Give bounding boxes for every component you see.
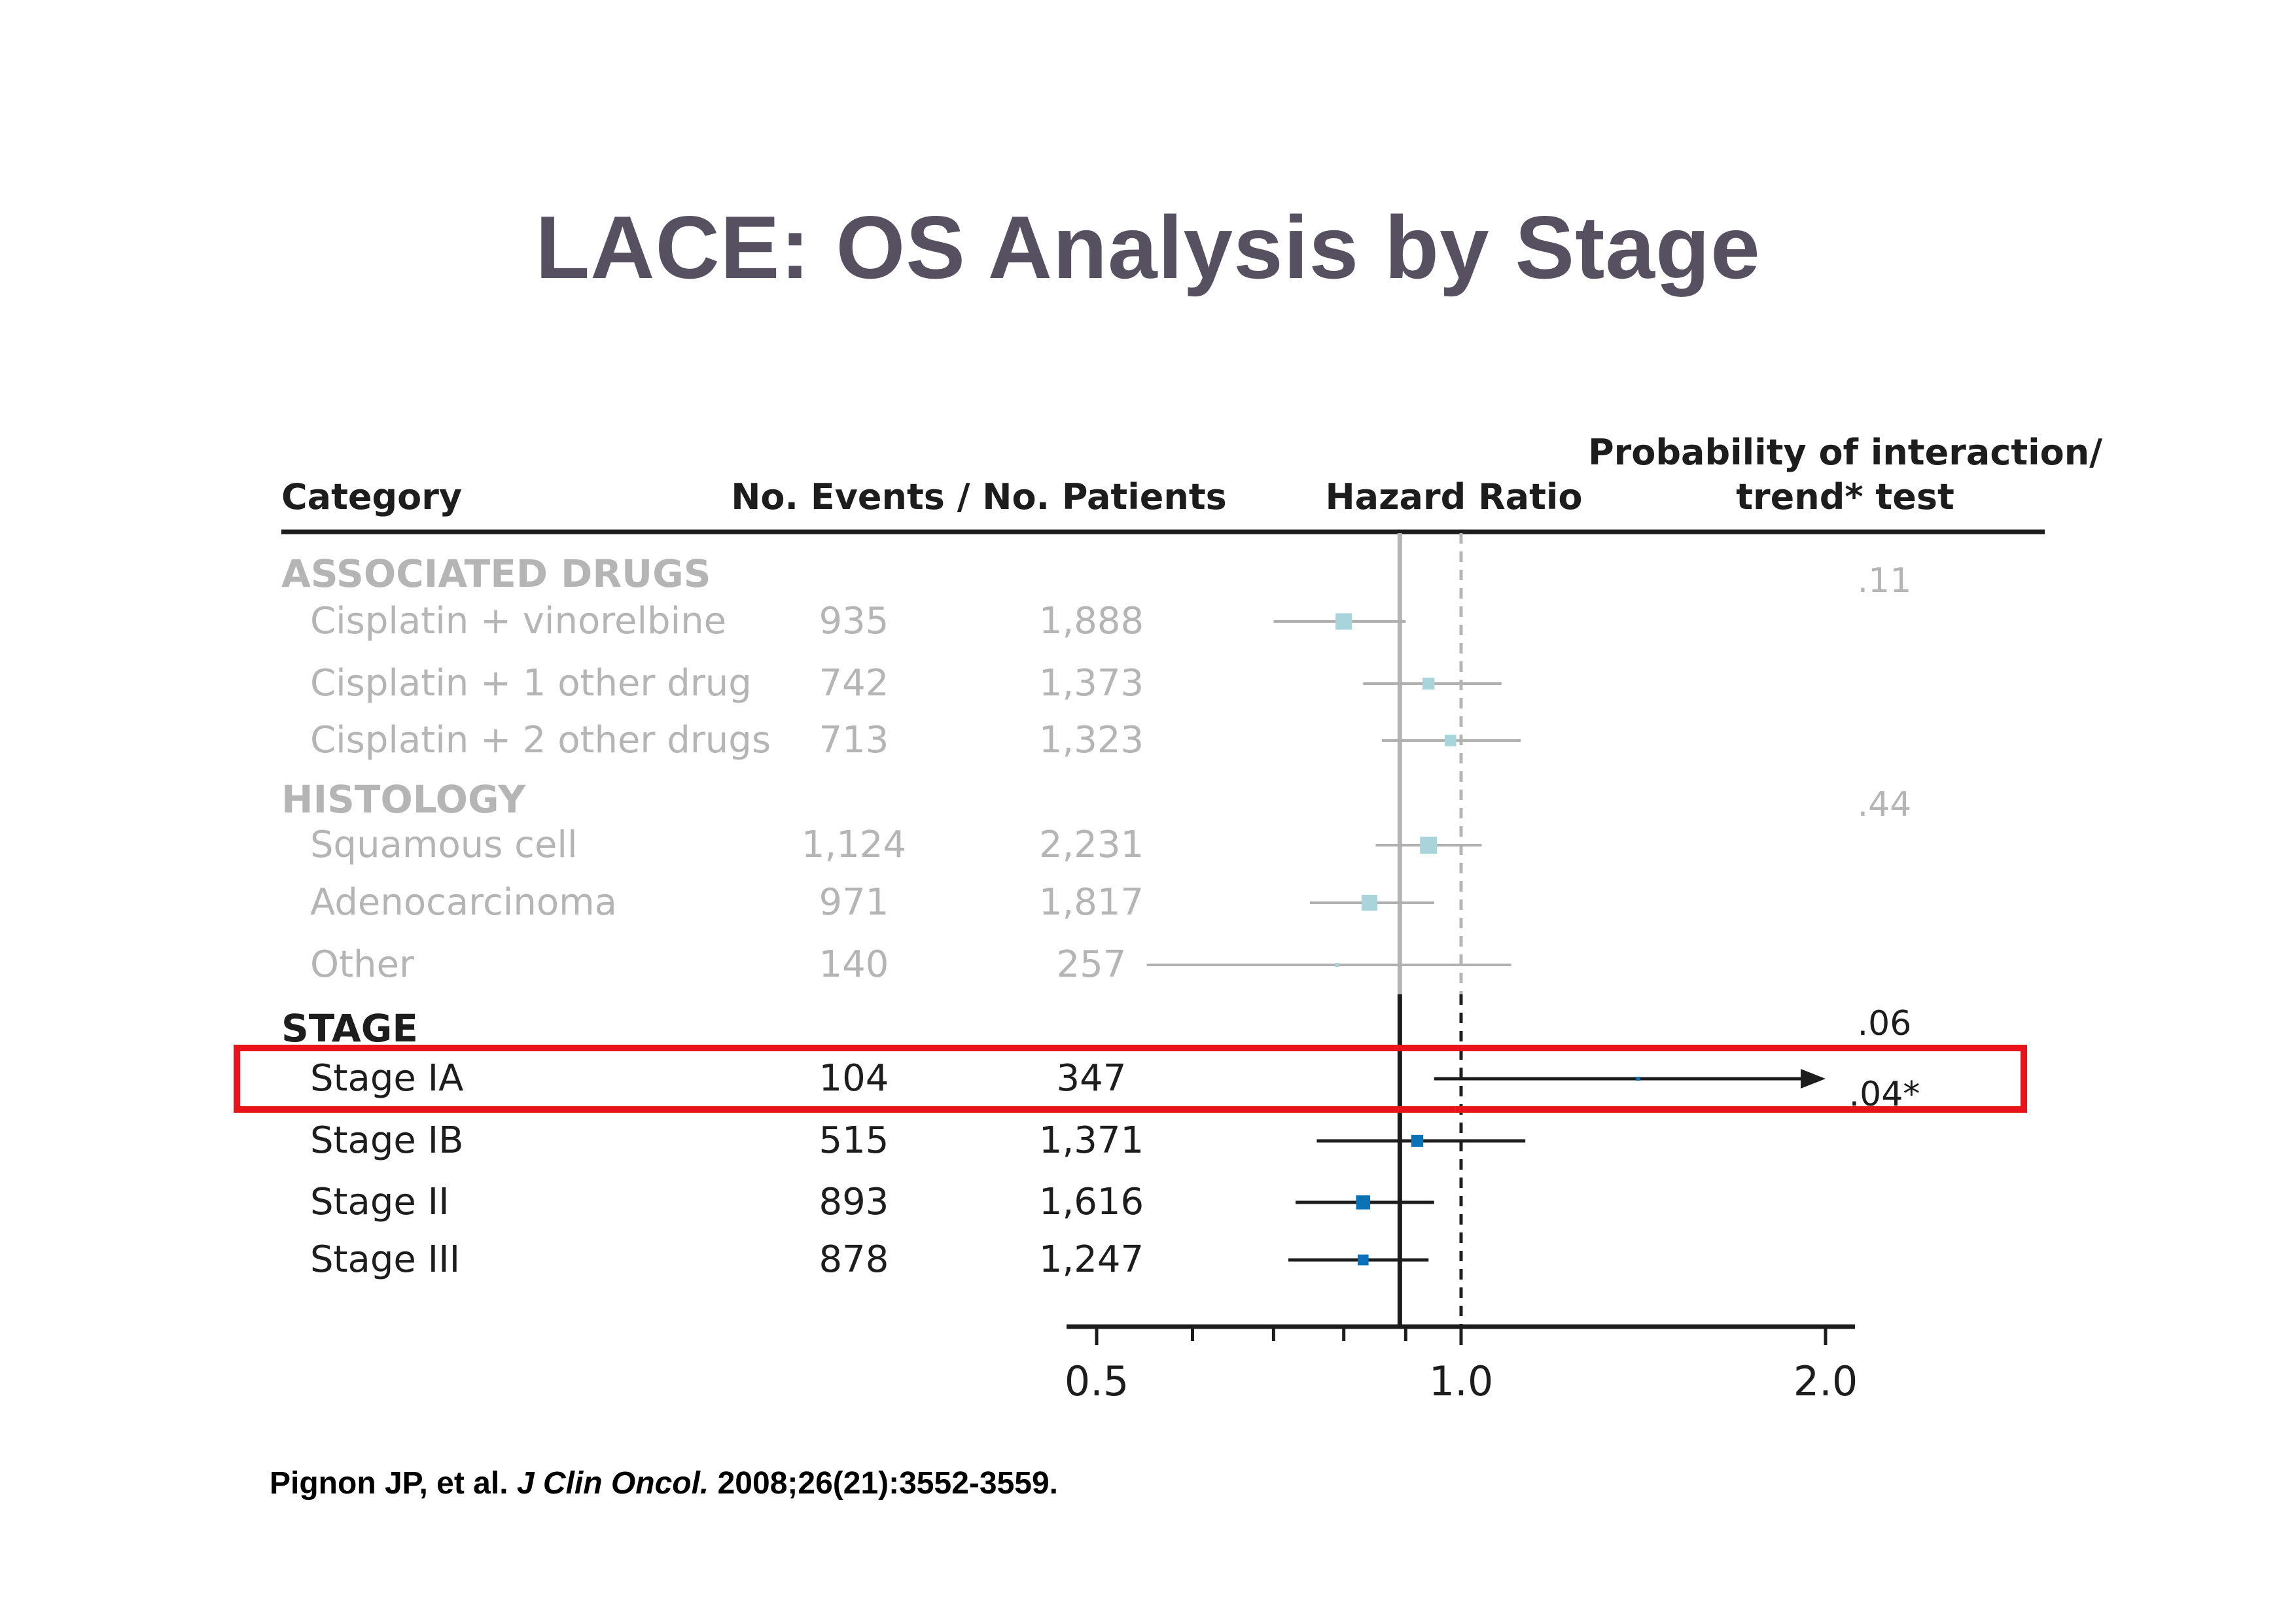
slide-title: LACE: OS Analysis by Stage [535, 198, 1761, 297]
hr-marker-adenocarcinoma [1361, 894, 1378, 911]
row-label-squamous-cell: Squamous cell [310, 824, 578, 866]
group-label-histology: HISTOLOGY [281, 777, 526, 822]
events-cisplatin-1-other-drug: 742 [819, 662, 889, 705]
row-label-stage-ib: Stage IB [310, 1119, 464, 1162]
row-label-adenocarcinoma: Adenocarcinoma [310, 881, 617, 924]
patients-squamous-cell: 2,231 [1039, 824, 1144, 866]
header-probability-line1: Probability of interaction/ [1588, 432, 2102, 473]
hr-marker-squamous-cell [1420, 837, 1438, 854]
patients-other: 257 [1057, 943, 1127, 986]
events-squamous-cell: 1,124 [802, 824, 906, 866]
x-tick-label: 1.0 [1429, 1357, 1494, 1405]
events-adenocarcinoma: 971 [819, 881, 889, 924]
x-tick-label: 0.5 [1065, 1357, 1129, 1405]
row-label-stage-iii: Stage III [310, 1238, 460, 1281]
citation: Pignon JP, et al. J Clin Oncol. 2008;26(… [270, 1465, 1058, 1501]
events-cisplatin-vinorelbine: 935 [819, 600, 889, 642]
patients-stage-ib: 1,371 [1039, 1119, 1144, 1162]
hr-marker-other [1335, 963, 1339, 967]
header-probability-line2: trend* test [1736, 476, 1954, 517]
hr-marker-cisplatin-2-other-drugs [1444, 735, 1457, 746]
events-other: 140 [819, 943, 889, 986]
events-cisplatin-2-other-drugs: 713 [819, 719, 889, 761]
patients-cisplatin-1-other-drug: 1,373 [1039, 662, 1144, 705]
row-label-stage-ii: Stage II [310, 1181, 450, 1223]
header-hazard-ratio: Hazard Ratio [1325, 476, 1582, 517]
events-stage-ia: 104 [819, 1057, 889, 1100]
x-tick-label: 2.0 [1793, 1357, 1858, 1405]
citation-authors: Pignon JP, et al. [270, 1466, 508, 1501]
hr-marker-cisplatin-vinorelbine [1335, 613, 1352, 630]
patients-stage-ii: 1,616 [1039, 1181, 1144, 1223]
row-label-other: Other [310, 943, 415, 986]
p-value-histology: .44 [1858, 785, 1912, 824]
p-value-associated-drugs: .11 [1858, 561, 1912, 601]
p-value-stage: .06 [1858, 1004, 1912, 1043]
patients-adenocarcinoma: 1,817 [1039, 881, 1144, 924]
citation-journal: J Clin Oncol. [516, 1466, 709, 1501]
patients-stage-iii: 1,247 [1039, 1238, 1144, 1281]
row-label-stage-ia: Stage IA [310, 1057, 463, 1100]
group-label-stage: STAGE [281, 1006, 418, 1051]
ci-arrow-stage-ia [1801, 1069, 1826, 1089]
events-stage-iii: 878 [819, 1238, 889, 1281]
events-stage-ii: 893 [819, 1181, 889, 1223]
patients-stage-ia: 347 [1057, 1057, 1127, 1100]
row-label-cisplatin-vinorelbine: Cisplatin + vinorelbine [310, 600, 726, 642]
highlight-box-stage-ia [234, 1045, 2027, 1113]
hr-marker-stage-iii [1357, 1254, 1369, 1266]
hr-marker-cisplatin-1-other-drug [1422, 677, 1435, 690]
header-events-patients: No. Events / No. Patients [731, 476, 1227, 517]
events-stage-ib: 515 [819, 1119, 889, 1162]
row-label-cisplatin-2-other-drugs: Cisplatin + 2 other drugs [310, 719, 771, 761]
header-category: Category [281, 476, 462, 517]
row-label-cisplatin-1-other-drug: Cisplatin + 1 other drug [310, 662, 752, 705]
hr-marker-stage-ib [1411, 1134, 1424, 1147]
patients-cisplatin-vinorelbine: 1,888 [1039, 600, 1144, 642]
hr-marker-stage-ia [1636, 1077, 1640, 1081]
group-label-associated-drugs: ASSOCIATED DRUGS [281, 551, 711, 596]
patients-cisplatin-2-other-drugs: 1,323 [1039, 719, 1144, 761]
citation-ref: 2008;26(21):3552-3559. [717, 1466, 1058, 1501]
hr-marker-stage-ii [1356, 1195, 1371, 1210]
